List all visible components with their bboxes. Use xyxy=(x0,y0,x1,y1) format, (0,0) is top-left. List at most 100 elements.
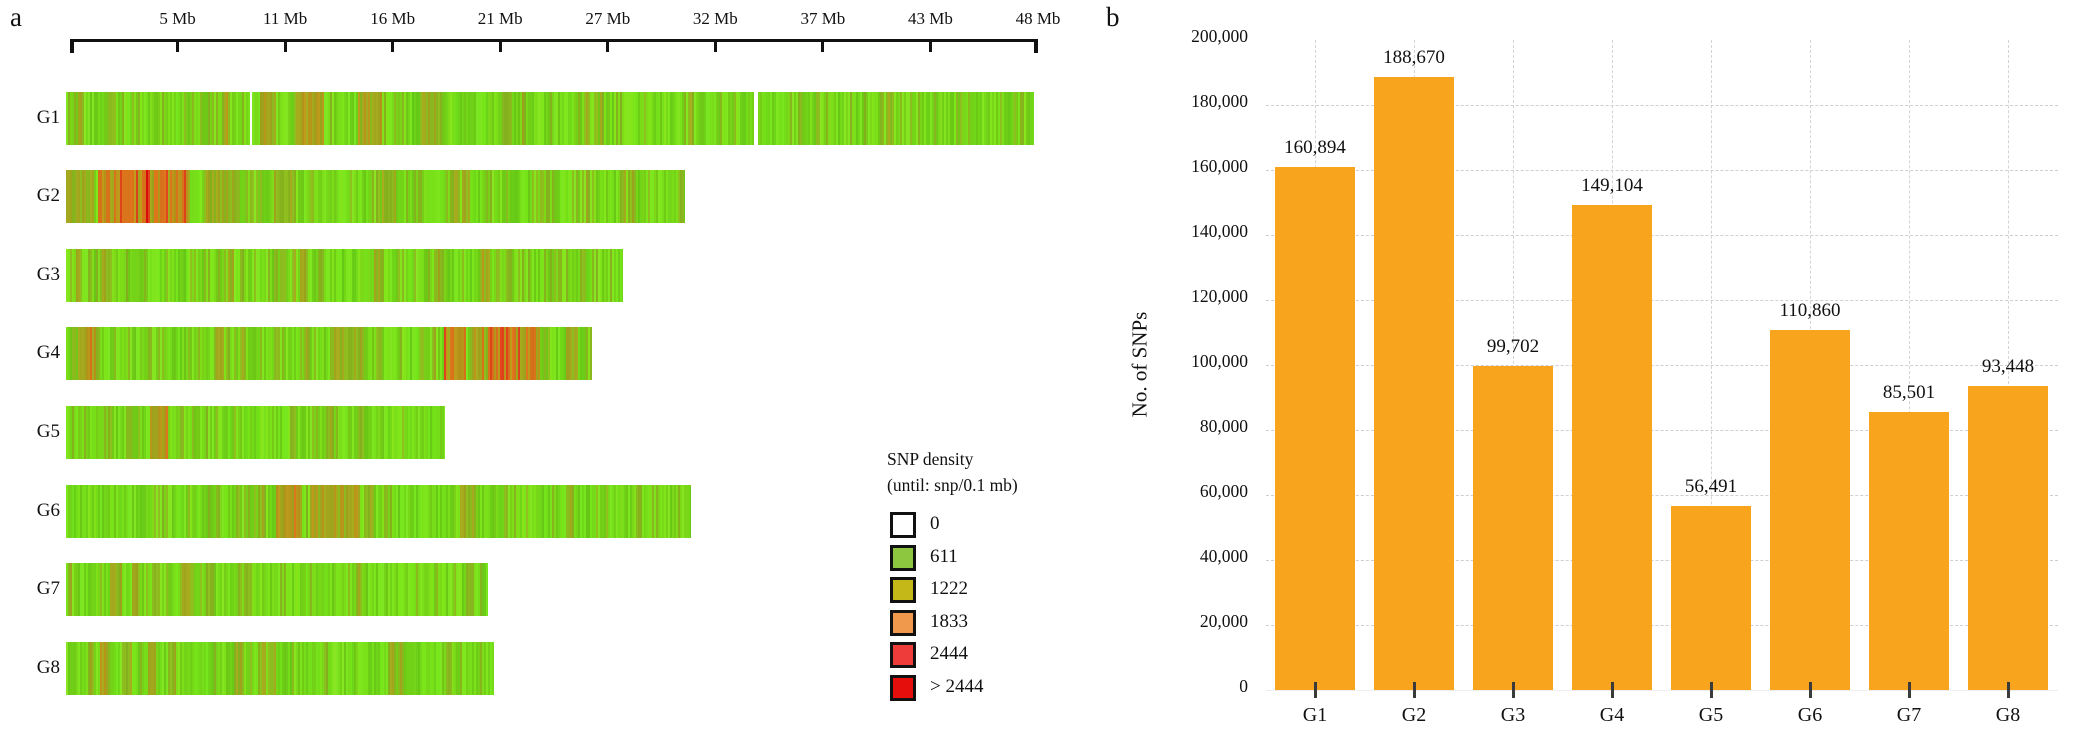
heatmap-bar-g6 xyxy=(66,485,691,538)
y-tick-label: 100,000 xyxy=(1191,351,1248,371)
legend-entry-label: 0 xyxy=(930,513,940,534)
legend-entry-label: 1222 xyxy=(930,578,968,599)
chromosome-label: G2 xyxy=(36,184,60,206)
category-label: G1 xyxy=(1302,704,1328,726)
category-tick xyxy=(1413,682,1416,698)
y-tick-label: 180,000 xyxy=(1191,91,1248,111)
v-gridline xyxy=(1711,40,1712,690)
y-tick-label: 20,000 xyxy=(1199,611,1248,631)
legend-swatch xyxy=(890,577,916,603)
bar-value-label: 56,491 xyxy=(1684,476,1738,498)
ruler-tick xyxy=(283,42,287,52)
y-tick-label: 60,000 xyxy=(1199,481,1248,501)
chromosome-label: G6 xyxy=(36,499,60,521)
category-tick xyxy=(1908,682,1911,698)
chromosome-label: G8 xyxy=(36,656,60,678)
y-tick-label: 120,000 xyxy=(1191,286,1248,306)
legend-title: SNP density xyxy=(887,449,974,469)
category-tick xyxy=(1710,682,1713,698)
y-tick-label: 160,000 xyxy=(1191,156,1248,176)
bar-value-label: 188,670 xyxy=(1383,46,1445,68)
h-gridline xyxy=(1266,300,2058,301)
ruler-tick-label: 48 Mb xyxy=(1015,9,1061,28)
ruler-tick-label: 5 Mb xyxy=(159,9,196,28)
bar-g1 xyxy=(1275,167,1355,690)
heatmap-bar-g1 xyxy=(66,92,1034,145)
bar-value-label: 110,860 xyxy=(1779,299,1841,321)
ruler-tick xyxy=(391,42,395,52)
legend-swatch xyxy=(890,609,916,636)
legend-swatch xyxy=(890,642,916,668)
legend-entry-label: 611 xyxy=(930,545,958,567)
category-tick xyxy=(1611,682,1614,698)
category-label: G3 xyxy=(1500,704,1526,726)
category-label: G7 xyxy=(1896,704,1922,726)
ruler-tick-label: 27 Mb xyxy=(585,9,631,28)
category-label: G6 xyxy=(1797,704,1823,726)
ruler-tick xyxy=(928,42,932,52)
ruler-tick xyxy=(498,42,502,52)
category-tick xyxy=(2007,682,2010,698)
y-tick-label: 0 xyxy=(1239,676,1248,696)
bar-g3 xyxy=(1473,365,1553,690)
h-gridline xyxy=(1266,365,2058,366)
chromosome-label: G4 xyxy=(36,341,60,363)
chromosome-label: G7 xyxy=(36,577,60,599)
panel-b-label: b xyxy=(1106,2,1120,32)
y-axis-title: No. of SNPs xyxy=(1127,311,1152,418)
ruler-end-tick xyxy=(70,39,74,53)
h-gridline xyxy=(1266,495,2058,496)
ruler-baseline xyxy=(70,39,1038,42)
y-tick-label: 200,000 xyxy=(1191,26,1248,46)
panel-a-label: a xyxy=(10,2,22,32)
v-gridline xyxy=(1909,40,1910,690)
heatmap-bar-g2 xyxy=(66,170,685,223)
y-tick-label: 140,000 xyxy=(1191,221,1248,241)
category-tick xyxy=(1314,682,1317,698)
legend-entry-label: 1833 xyxy=(930,610,968,632)
category-label: G2 xyxy=(1401,704,1427,726)
v-gridline xyxy=(2008,40,2009,690)
heatmap-bar-g3 xyxy=(66,249,623,302)
category-tick xyxy=(1512,682,1515,698)
x-axis-line xyxy=(1266,690,2058,691)
bar-value-label: 160,894 xyxy=(1284,137,1346,159)
chromosome-label: G1 xyxy=(36,106,60,128)
ruler-tick-label: 11 Mb xyxy=(262,9,308,28)
category-label: G4 xyxy=(1599,704,1625,726)
h-gridline xyxy=(1266,170,2058,171)
y-tick-label: 80,000 xyxy=(1199,416,1248,436)
y-tick-label: 40,000 xyxy=(1199,546,1248,566)
legend-swatch xyxy=(890,512,916,538)
ruler-tick xyxy=(176,42,180,52)
legend-swatch xyxy=(890,544,916,571)
h-gridline xyxy=(1266,235,2058,236)
h-gridline xyxy=(1266,560,2058,561)
category-label: G5 xyxy=(1698,704,1724,726)
legend-entry-label: 2444 xyxy=(930,643,968,664)
ruler-tick-label: 43 Mb xyxy=(908,9,953,28)
bar-value-label: 99,702 xyxy=(1486,335,1540,357)
heatmap-bar-g8 xyxy=(66,642,494,695)
h-gridline xyxy=(1266,105,2058,106)
chromosome-label: G3 xyxy=(36,263,60,285)
legend-swatch xyxy=(890,674,916,701)
h-gridline xyxy=(1266,625,2058,626)
legend-entry-label: > 2444 xyxy=(930,675,984,697)
bar-g8 xyxy=(1968,386,2048,690)
category-label: G8 xyxy=(1995,704,2021,726)
ruler-tick-label: 32 Mb xyxy=(692,9,738,28)
heatmap-bar-g7 xyxy=(66,563,488,616)
ruler-tick xyxy=(713,42,717,52)
ruler-tick xyxy=(821,42,825,52)
ruler-tick-label: 37 Mb xyxy=(800,9,846,28)
h-gridline xyxy=(1266,430,2058,431)
chromosome-label: G5 xyxy=(36,420,60,442)
ruler-tick-label: 21 Mb xyxy=(477,9,523,28)
bar-value-label: 149,104 xyxy=(1581,175,1643,197)
bar-value-label: 85,501 xyxy=(1882,382,1936,404)
heatmap-bar-g4 xyxy=(66,327,592,380)
ruler-tick-label: 16 Mb xyxy=(370,9,416,28)
category-tick xyxy=(1809,682,1812,698)
